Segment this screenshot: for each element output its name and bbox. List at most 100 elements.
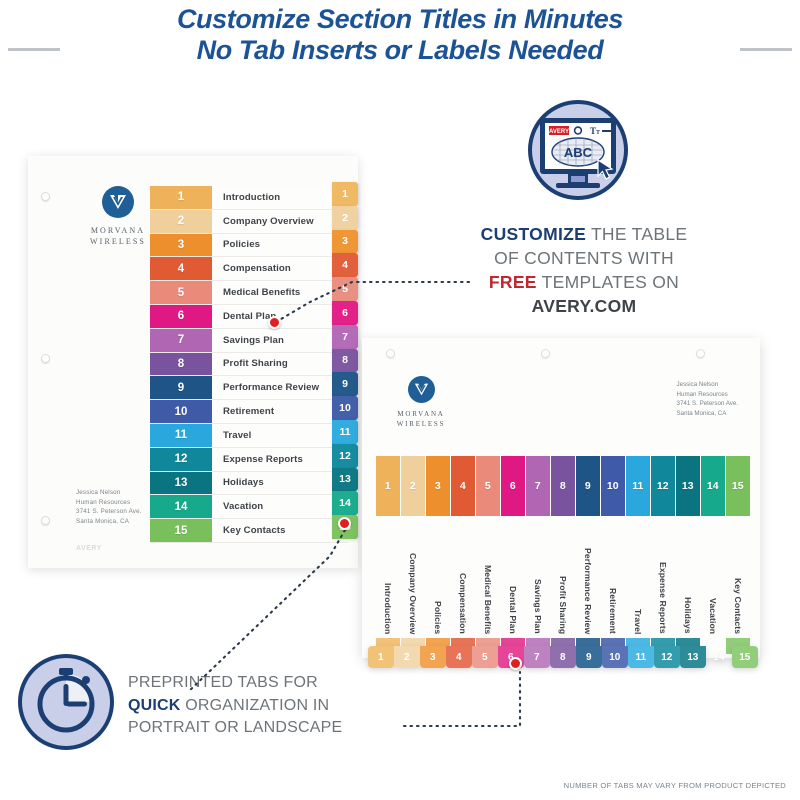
landscape-column-title: Compensation	[451, 516, 475, 638]
toc-row-number: 5	[150, 281, 212, 304]
copy-text-3: TEMPLATES ON	[536, 272, 680, 292]
landscape-column-number: 15	[726, 456, 750, 516]
landscape-column-number: 11	[626, 456, 650, 516]
headline-line-1: Customize Section Titles in Minutes	[176, 4, 624, 34]
toc-row: 14 Vacation	[150, 495, 348, 520]
brand-name-line-2: WIRELESS	[90, 237, 146, 246]
landscape-column-title: Vacation	[701, 516, 725, 638]
toc-row: 12 Expense Reports	[150, 447, 348, 472]
toc-row-number: 3	[150, 233, 212, 257]
toc-row-title: Expense Reports	[212, 447, 348, 471]
portrait-edge-tab: 6	[332, 300, 358, 325]
landscape-tab-column: 10 Retirement	[601, 456, 625, 654]
landscape-column-title-text: Compensation	[457, 573, 468, 634]
toc-row-title: Performance Review	[212, 376, 348, 400]
toc-row: 9 Performance Review	[150, 376, 348, 401]
footer-disclaimer: NUMBER OF TABS MAY VARY FROM PRODUCT DEP…	[563, 781, 786, 790]
landscape-tab-column: 4 Compensation	[451, 456, 475, 654]
toc-row-title: Retirement	[212, 400, 348, 423]
landscape-column-number: 4	[451, 456, 475, 516]
toc-row-number: 9	[150, 376, 212, 400]
landscape-column-number: 14	[701, 456, 725, 516]
landscape-column-title-text: Performance Review	[582, 547, 593, 634]
callout-marker-key-contacts	[338, 517, 351, 530]
copy-word-avery-com: AVERY.COM	[531, 296, 637, 316]
copy-text-1: THE TABLE	[586, 224, 688, 244]
headline-rule-right	[740, 48, 792, 51]
landscape-column-title-text: Vacation	[707, 597, 718, 634]
toc-row-title: Holidays	[212, 471, 348, 495]
toc-row: 7 Savings Plan	[150, 328, 348, 353]
landscape-tab-column: 15 Key Contacts	[726, 456, 750, 654]
toc-row-title: Policies	[212, 233, 348, 257]
landscape-column-title-text: Medical Benefits	[482, 564, 493, 634]
punch-hole	[41, 192, 50, 201]
toc-row-number: 4	[150, 257, 212, 281]
headline-block: Customize Section Titles in Minutes No T…	[0, 4, 800, 66]
address-department: Human Resources	[76, 498, 131, 506]
landscape-bottom-tabs: 1 2 3 4 5 6 7 8 9 10 11 12 13 14 15	[368, 646, 758, 668]
landscape-column-title: Medical Benefits	[476, 516, 500, 638]
svg-text:AVERY: AVERY	[549, 129, 569, 135]
landscape-tab-column: 14 Vacation	[701, 456, 725, 654]
landscape-column-number: 3	[426, 456, 450, 516]
landscape-bottom-tab: 13	[680, 646, 706, 668]
landscape-bottom-tab: 7	[524, 646, 550, 668]
address-street: 3741 S. Peterson Ave.	[76, 508, 142, 516]
portrait-address-block: Jessica Nelson Human Resources 3741 S. P…	[76, 488, 142, 526]
landscape-divider-page: MORVANA WIRELESS Jessica Nelson Human Re…	[362, 338, 760, 668]
landscape-column-number: 5	[476, 456, 500, 516]
address-name: Jessica Nelson	[676, 381, 719, 388]
landscape-column-number: 13	[676, 456, 700, 516]
landscape-tab-column: 3 Policies	[426, 456, 450, 654]
landscape-column-number: 9	[576, 456, 600, 516]
landscape-bottom-tab: 5	[472, 646, 498, 668]
morvana-diamond-logo-icon	[102, 186, 134, 218]
landscape-logo: MORVANA WIRELESS	[384, 376, 458, 429]
landscape-tab-columns: 1 Introduction 2 Company Overview 3 Policies 4…	[376, 456, 750, 654]
punch-hole	[386, 349, 395, 358]
svg-text:T: T	[590, 126, 596, 136]
brand-name-line-1: MORVANA	[90, 226, 146, 235]
landscape-tab-column: 9 Performance Review	[576, 456, 600, 654]
punch-hole	[41, 516, 50, 525]
landscape-column-title-text: Dental Plan	[507, 586, 518, 634]
computer-monitor-customize-icon: AVERY T T ABC	[512, 100, 644, 200]
landscape-tab-column: 7 Savings Plan	[526, 456, 550, 654]
landscape-bottom-tab: 12	[654, 646, 680, 668]
landscape-column-title: Retirement	[601, 516, 625, 638]
landscape-column-title-text: Policies	[432, 600, 443, 634]
landscape-tab-column: 5 Medical Benefits	[476, 456, 500, 654]
toc-row: 10 Retirement	[150, 400, 348, 424]
toc-row-title: Savings Plan	[212, 328, 348, 352]
toc-row-number: 2	[150, 209, 212, 233]
portrait-toc-rows: 1 Introduction 2 Company Overview 3 Policies 4…	[150, 186, 348, 543]
portrait-logo: MORVANA WIRELESS	[76, 186, 160, 247]
portrait-edge-tab: 3	[332, 229, 358, 254]
portrait-edge-tab: 4	[332, 253, 358, 278]
portrait-edge-tab: 7	[332, 324, 358, 349]
landscape-bottom-tab: 3	[420, 646, 446, 668]
copy-text-2: OF CONTENTS WITH	[494, 248, 674, 268]
landscape-column-title: Key Contacts	[726, 516, 750, 638]
portrait-edge-tab: 14	[332, 491, 358, 516]
toc-row: 6 Dental Plan	[150, 304, 348, 329]
brand-name-line-2: WIRELESS	[396, 420, 446, 428]
landscape-column-title-text: Retirement	[607, 588, 618, 634]
landscape-column-number: 7	[526, 456, 550, 516]
landscape-column-title: Performance Review	[576, 516, 600, 638]
copy-word-quick: QUICK	[128, 696, 181, 714]
copy-word-customize: CUSTOMIZE	[480, 224, 587, 244]
headline-line-2: No Tab Inserts or Labels Needed	[196, 35, 604, 65]
landscape-column-number: 8	[551, 456, 575, 516]
customize-copy-block: CUSTOMIZE THE TABLE OF CONTENTS WITH FRE…	[448, 222, 720, 318]
landscape-tab-column: 2 Company Overview	[401, 456, 425, 654]
landscape-column-title: Introduction	[376, 516, 400, 638]
toc-row-title: Compensation	[212, 257, 348, 281]
toc-row-number: 1	[150, 186, 212, 209]
address-city-state: Santa Monica, CA	[676, 409, 727, 417]
landscape-column-number: 10	[601, 456, 625, 516]
headline-rule-left	[8, 48, 60, 51]
